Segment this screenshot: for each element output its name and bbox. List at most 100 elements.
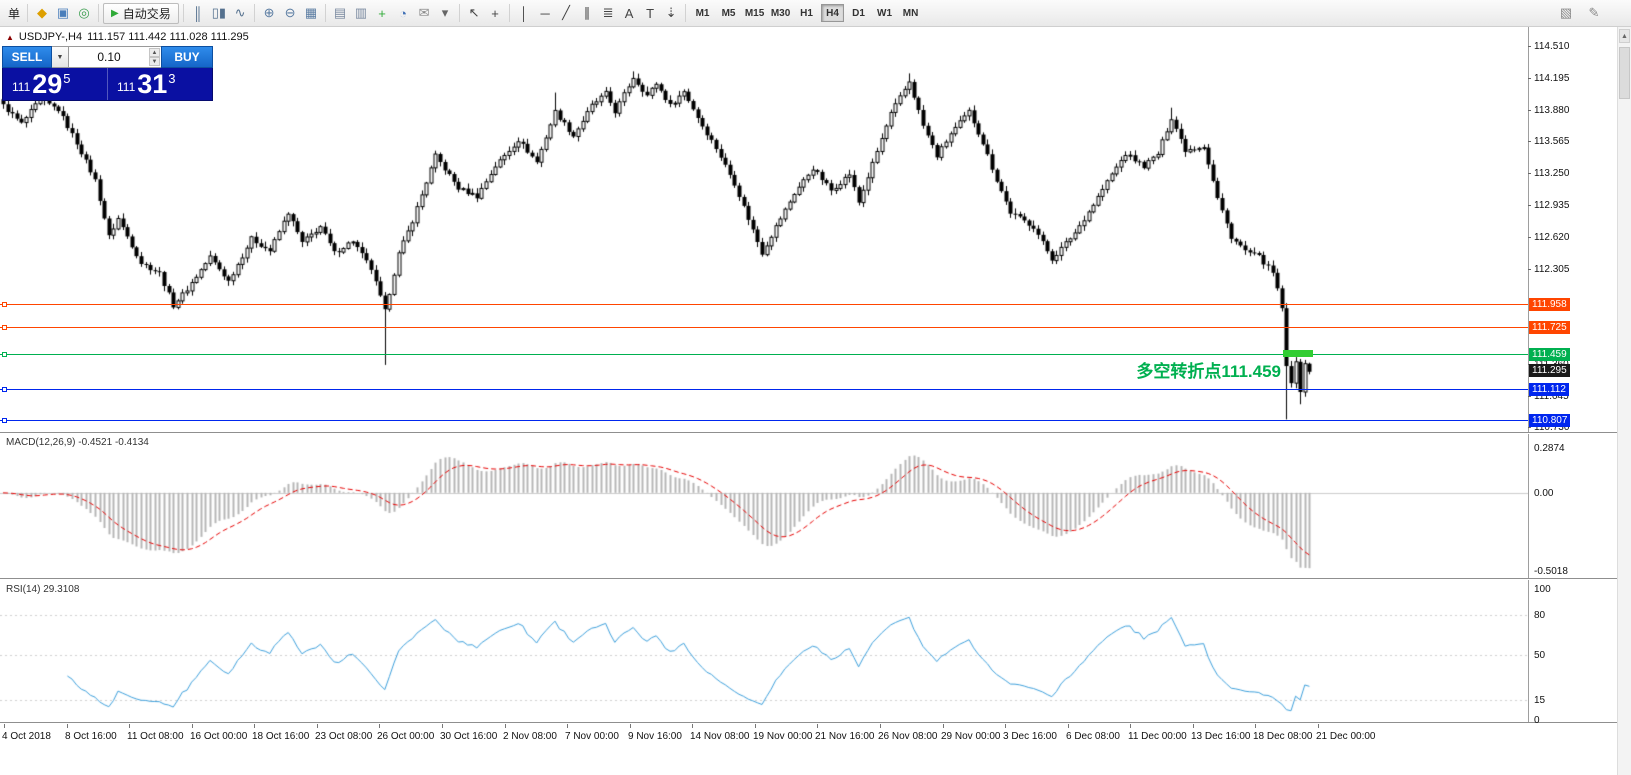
- macd-panel-canvas[interactable]: [0, 434, 1528, 578]
- tf-m15[interactable]: M15: [744, 7, 765, 19]
- tf-m30[interactable]: M30: [770, 7, 791, 19]
- panel-separator[interactable]: [0, 578, 1617, 580]
- order-options-dropdown[interactable]: ▼: [52, 46, 69, 68]
- templates-dropdown-icon[interactable]: ▾: [441, 5, 449, 20]
- text-icon[interactable]: A: [624, 5, 634, 21]
- ohlc-values: 111.157 111.442 111.028 111.295: [87, 31, 249, 43]
- line-anchor-handle[interactable]: [2, 325, 7, 330]
- time-label: 9 Nov 16:00: [628, 731, 682, 742]
- time-tick: [630, 724, 631, 728]
- toolbar-separator: [182, 4, 184, 22]
- time-label: 3 Dec 16:00: [1003, 731, 1057, 742]
- axis-tick: [1528, 269, 1531, 270]
- axis-tick: [1528, 427, 1531, 428]
- horizontal-level-line[interactable]: [0, 327, 1528, 328]
- tile-windows-icon[interactable]: ▦: [304, 5, 318, 20]
- arrange-horizontal-icon[interactable]: ▤: [333, 5, 347, 20]
- time-axis[interactable]: 4 Oct 2018 8 Oct 16:00 11 Oct 08:00 16 Oct …: [0, 724, 1617, 750]
- trendline-icon[interactable]: ╱: [562, 5, 570, 20]
- horizontal-level-line[interactable]: [0, 304, 1528, 305]
- tf-h1[interactable]: H1: [800, 7, 813, 19]
- time-label: 11 Dec 00:00: [1128, 731, 1187, 742]
- time-tick: [1068, 724, 1069, 728]
- tf-w1[interactable]: W1: [877, 7, 893, 19]
- tf-h4[interactable]: H4: [821, 4, 845, 22]
- sell-button[interactable]: SELL: [2, 46, 52, 68]
- auto-trading-button-label: 自动交易: [122, 6, 171, 21]
- bar-chart-icon[interactable]: ║: [193, 5, 203, 21]
- time-tick: [317, 724, 318, 728]
- line-anchor-handle[interactable]: [2, 352, 7, 357]
- new-order-icon[interactable]: ◆: [37, 5, 48, 20]
- time-label: 14 Nov 08:00: [690, 731, 750, 742]
- axis-tick: [1528, 110, 1531, 111]
- candlestick-chart-icon[interactable]: ▯▮: [211, 5, 227, 20]
- edit-icon[interactable]: ✎: [1588, 5, 1600, 20]
- chart-window-icon[interactable]: ▣: [56, 5, 70, 20]
- auto-trading-button[interactable]: ▶ 自动交易: [103, 2, 179, 24]
- horizontal-level-line[interactable]: [0, 420, 1528, 421]
- time-tick: [1193, 724, 1194, 728]
- rsi-panel-canvas[interactable]: [0, 580, 1528, 722]
- buy-price[interactable]: 111 31 3: [108, 68, 212, 100]
- periods-icon[interactable]: ◔: [399, 5, 407, 21]
- tf-d1[interactable]: D1: [852, 7, 865, 19]
- tf-m5[interactable]: M5: [721, 7, 736, 19]
- time-label: 6 Dec 08:00: [1066, 731, 1120, 742]
- symbol-marker-icon: ▲: [6, 32, 14, 42]
- vertical-scrollbar[interactable]: ▲: [1617, 27, 1631, 775]
- line-anchor-handle[interactable]: [2, 387, 7, 392]
- tf-m1[interactable]: M1: [695, 7, 710, 19]
- lot-size-input[interactable]: [69, 47, 161, 67]
- axis-tick: [1528, 396, 1531, 397]
- arrange-vertical-icon[interactable]: ▥: [354, 5, 368, 20]
- trade-panel-controls: SELL ▼ ▲ ▼ BUY: [2, 46, 213, 68]
- scroll-up-button[interactable]: ▲: [1619, 29, 1630, 43]
- one-click-trading-panel: SELL ▼ ▲ ▼ BUY 111 29 5 111 31 3: [2, 46, 213, 101]
- time-label: 2 Nov 08:00: [503, 731, 557, 742]
- profiles-icon[interactable]: ◎: [78, 5, 90, 20]
- zoom-out-icon[interactable]: ⊖: [284, 5, 296, 20]
- time-tick: [379, 724, 380, 728]
- channel-icon[interactable]: ∥: [583, 5, 591, 20]
- price-badge: 110.807: [1529, 414, 1571, 427]
- macd-tick-label: -0.5018: [1534, 566, 1568, 577]
- panel-separator[interactable]: [0, 722, 1617, 724]
- line-chart-icon[interactable]: ∿: [234, 5, 246, 20]
- time-label: 4 Oct 2018: [2, 731, 51, 742]
- lot-decrease-button[interactable]: ▼: [149, 57, 160, 66]
- vertical-line-icon[interactable]: │: [519, 5, 529, 21]
- line-anchor-handle[interactable]: [2, 302, 7, 307]
- arrows-icon[interactable]: ⇣: [665, 5, 677, 20]
- time-tick: [943, 724, 944, 728]
- macd-tick-label: 0.00: [1534, 488, 1554, 499]
- scrollbar-thumb[interactable]: [1619, 47, 1630, 99]
- cursor-icon[interactable]: ↖: [468, 5, 480, 20]
- tf-mn[interactable]: MN: [902, 7, 919, 19]
- horizontal-level-line[interactable]: [0, 354, 1528, 355]
- horizontal-line-icon[interactable]: ─: [540, 5, 550, 21]
- horizontal-level-line[interactable]: [0, 389, 1528, 390]
- menu-label[interactable]: 单: [8, 6, 21, 21]
- zoom-in-icon[interactable]: ⊕: [263, 5, 275, 20]
- toolbar-separator: [325, 4, 327, 22]
- pivot-annotation-text[interactable]: 多空转折点111.459: [1136, 361, 1281, 381]
- price-badge: 111.295: [1529, 364, 1570, 377]
- add-indicator-icon[interactable]: +: [378, 5, 386, 21]
- highlight-bar[interactable]: [1283, 349, 1313, 357]
- sell-price[interactable]: 111 29 5: [3, 68, 108, 100]
- fibonacci-icon[interactable]: ≣: [602, 5, 614, 20]
- crosshair-icon[interactable]: +: [491, 5, 499, 21]
- price-chart-canvas[interactable]: [0, 27, 1528, 432]
- panel-separator[interactable]: [0, 432, 1617, 434]
- time-tick: [1005, 724, 1006, 728]
- templates-icon[interactable]: ✉: [418, 5, 430, 20]
- new-chart-icon[interactable]: ▧: [1559, 5, 1573, 20]
- time-tick: [192, 724, 193, 728]
- label-icon[interactable]: T: [646, 5, 655, 21]
- buy-button[interactable]: BUY: [161, 46, 213, 68]
- line-anchor-handle[interactable]: [2, 418, 7, 423]
- lot-increase-button[interactable]: ▲: [149, 48, 160, 57]
- axis-tick: [1528, 237, 1531, 238]
